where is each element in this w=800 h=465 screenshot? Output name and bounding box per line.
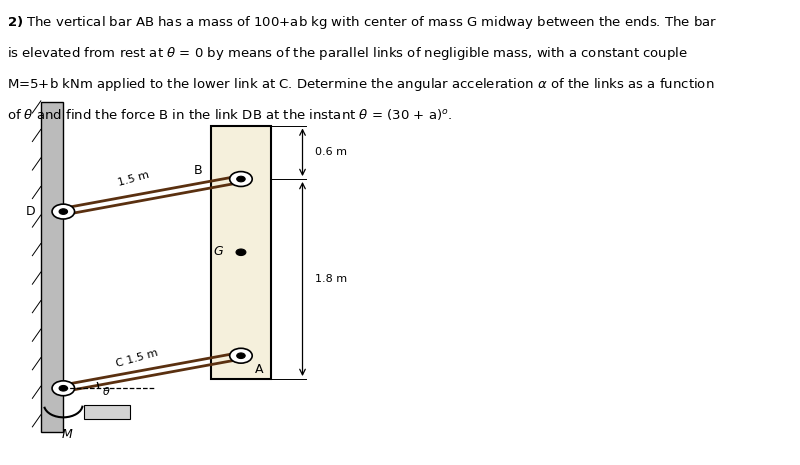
Text: $\theta$: $\theta$: [102, 385, 110, 397]
Text: 0.6 m: 0.6 m: [315, 147, 347, 157]
Circle shape: [230, 172, 252, 186]
Circle shape: [59, 209, 67, 214]
Text: $\bf{2)}$ The vertical bar AB has a mass of 100+ab kg with center of mass G midw: $\bf{2)}$ The vertical bar AB has a mass…: [7, 14, 718, 31]
Circle shape: [59, 385, 67, 391]
Text: 1.5 m: 1.5 m: [117, 170, 150, 188]
Circle shape: [52, 381, 74, 396]
Text: of $\theta$ and find the force B in the link DB at the instant $\theta$ = (30 + : of $\theta$ and find the force B in the …: [7, 107, 452, 122]
Text: D: D: [26, 205, 35, 218]
Text: 1.8 m: 1.8 m: [315, 274, 347, 284]
Text: C 1.5 m: C 1.5 m: [114, 347, 159, 368]
Text: M=5+b kNm applied to the lower link at C. Determine the angular acceleration $\a: M=5+b kNm applied to the lower link at C…: [7, 76, 714, 93]
Circle shape: [230, 348, 252, 363]
Text: is elevated from rest at $\theta$ = 0 by means of the parallel links of negligib: is elevated from rest at $\theta$ = 0 by…: [7, 45, 688, 62]
Text: A: A: [255, 363, 263, 376]
Text: G: G: [214, 246, 223, 258]
Bar: [211, 126, 271, 379]
Text: M: M: [62, 428, 72, 441]
Text: B: B: [194, 164, 202, 177]
Circle shape: [52, 204, 74, 219]
Circle shape: [236, 249, 246, 256]
Circle shape: [237, 353, 245, 359]
Circle shape: [237, 176, 245, 182]
Bar: [85, 405, 130, 419]
Bar: [41, 102, 63, 432]
